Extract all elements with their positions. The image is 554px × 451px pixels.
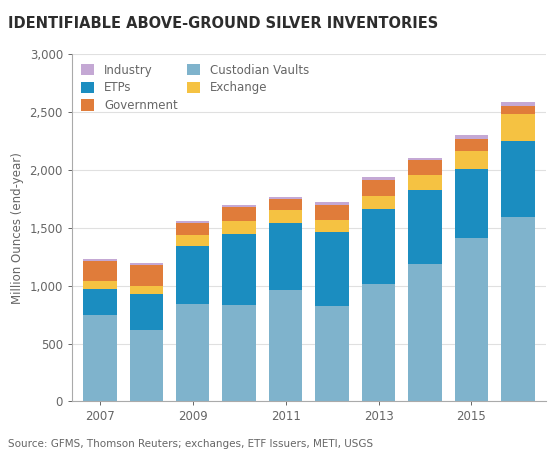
Text: IDENTIFIABLE ABOVE-GROUND SILVER INVENTORIES: IDENTIFIABLE ABOVE-GROUND SILVER INVENTO… <box>8 16 439 31</box>
Bar <box>83 281 116 289</box>
Bar <box>362 179 395 196</box>
Bar <box>83 261 116 281</box>
Bar <box>176 223 209 235</box>
Y-axis label: Million Ounces (end-year): Million Ounces (end-year) <box>11 152 24 304</box>
Bar <box>269 199 302 210</box>
Bar <box>315 307 349 401</box>
Bar <box>315 232 349 307</box>
Bar <box>176 221 209 223</box>
Bar <box>501 114 535 141</box>
Bar <box>362 285 395 401</box>
Bar <box>455 135 488 138</box>
Bar <box>130 285 163 294</box>
Bar <box>223 234 256 305</box>
Bar <box>408 160 442 175</box>
Bar <box>455 238 488 401</box>
Bar <box>362 196 395 209</box>
Bar <box>315 220 349 232</box>
Bar <box>223 205 256 207</box>
Bar <box>501 217 535 401</box>
Bar <box>176 304 209 401</box>
Bar <box>269 210 302 223</box>
Bar <box>130 265 163 285</box>
Bar <box>223 207 256 221</box>
Bar <box>83 315 116 401</box>
Bar <box>362 177 395 179</box>
Bar <box>455 138 488 151</box>
Bar <box>269 223 302 290</box>
Bar <box>315 202 349 205</box>
Bar <box>362 209 395 285</box>
Bar <box>408 175 442 190</box>
Text: Source: GFMS, Thomson Reuters; exchanges, ETF Issuers, METI, USGS: Source: GFMS, Thomson Reuters; exchanges… <box>8 439 373 449</box>
Bar <box>176 246 209 304</box>
Bar <box>269 197 302 199</box>
Bar <box>501 102 535 106</box>
Bar <box>83 259 116 261</box>
Bar <box>269 290 302 401</box>
Bar <box>408 264 442 401</box>
Bar <box>83 289 116 315</box>
Bar <box>223 221 256 234</box>
Bar <box>223 305 256 401</box>
Legend: Industry, ETPs, Government, Custodian Vaults, Exchange: Industry, ETPs, Government, Custodian Va… <box>78 60 312 115</box>
Bar <box>130 330 163 401</box>
Bar <box>455 151 488 169</box>
Bar <box>130 263 163 265</box>
Bar <box>408 158 442 160</box>
Bar <box>455 169 488 238</box>
Bar <box>501 141 535 217</box>
Bar <box>315 205 349 220</box>
Bar <box>501 106 535 114</box>
Bar <box>130 294 163 330</box>
Bar <box>408 190 442 264</box>
Bar <box>176 235 209 246</box>
